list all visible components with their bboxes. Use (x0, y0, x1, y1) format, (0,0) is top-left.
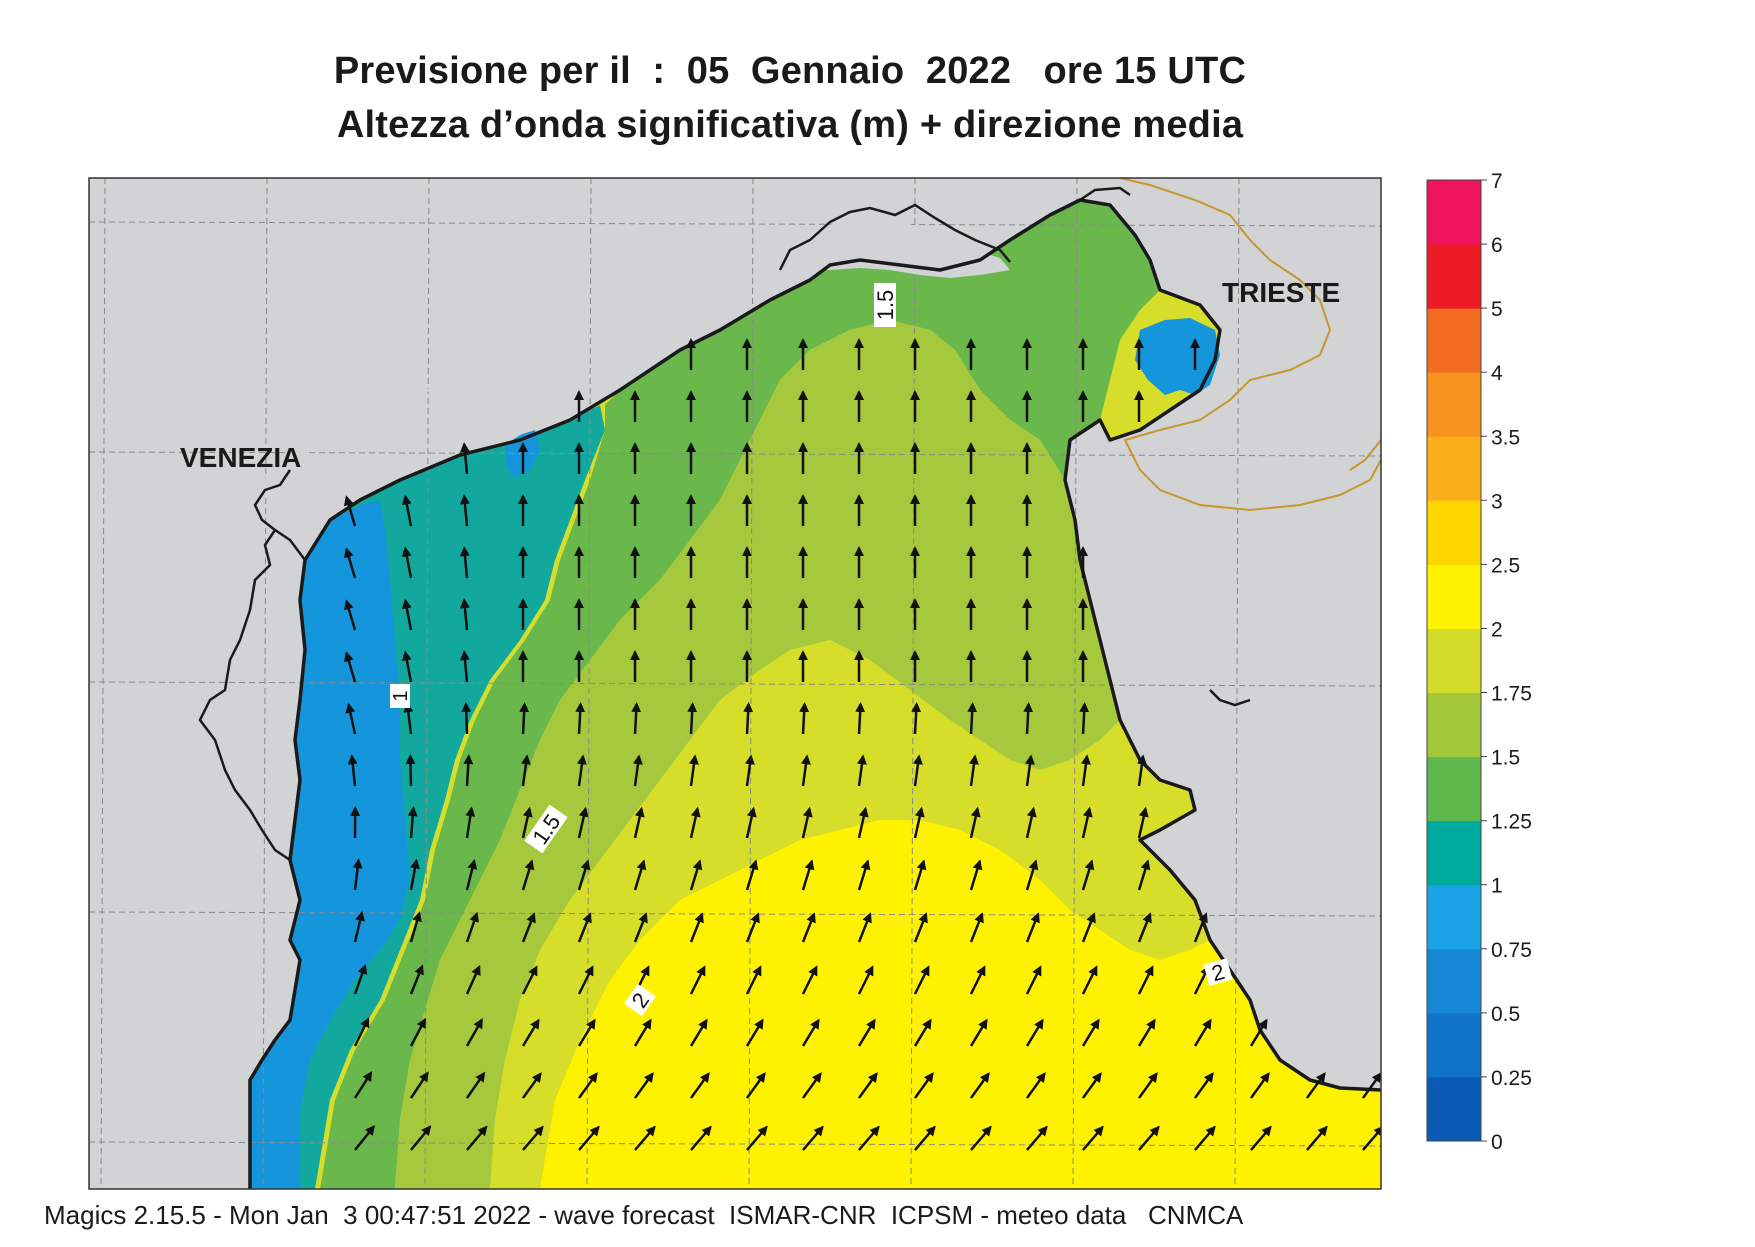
colorbar-tick-label: 3 (1491, 490, 1503, 513)
colorbar-tick-label: 5 (1491, 298, 1503, 321)
colorbar-tick-label: 2 (1491, 619, 1503, 642)
wave-direction-arrow (803, 704, 805, 734)
colorbar-tick-label: 6 (1491, 234, 1503, 257)
colorbar-swatch (1427, 1013, 1481, 1078)
colorbar-tick-label: 1 (1491, 875, 1503, 898)
colorbar-tick-label: 0.25 (1491, 1067, 1532, 1090)
colorbar-swatch (1427, 821, 1481, 886)
colorbar-tick-label: 1.75 (1491, 683, 1532, 706)
place-trieste: TRIESTE (1222, 277, 1340, 308)
colorbar-swatch (1427, 629, 1481, 694)
contour-label-1-5-north: 1.5 (873, 290, 898, 321)
colorbar-swatch (1427, 885, 1481, 950)
colorbar-swatch (1427, 180, 1481, 245)
colorbar-tick-label: 2.5 (1491, 554, 1520, 577)
wave-direction-arrow (859, 704, 861, 734)
colorbar-swatch (1427, 500, 1481, 565)
colorbar-tick-label: 0 (1491, 1131, 1503, 1154)
colorbar-tick-label: 0.75 (1491, 939, 1532, 962)
colorbar-legend: 0 0.25 0.5 0.75 1 1.25 1.5 1.75 2 2.5 3 3.5 4 5 6 7 (1427, 170, 1532, 1154)
colorbar-swatch (1427, 308, 1481, 373)
colorbar-swatch (1427, 244, 1481, 309)
wave-direction-arrow (747, 704, 749, 734)
colorbar-swatch (1427, 693, 1481, 758)
wave-direction-arrow (523, 704, 525, 734)
wave-direction-arrow (1083, 704, 1085, 734)
colorbar-tick-label: 3.5 (1491, 426, 1520, 449)
wave-direction-arrow (915, 704, 917, 734)
contour-label-1: 1 (390, 690, 412, 701)
colorbar-tick-label: 1.25 (1491, 811, 1532, 834)
colorbar-swatch (1427, 564, 1481, 629)
wave-direction-arrow (579, 704, 581, 734)
wave-direction-arrow (691, 704, 693, 734)
colorbar-tick-label: 7 (1491, 170, 1503, 193)
colorbar-tick-label: 1.5 (1491, 747, 1520, 770)
wave-direction-arrow (410, 756, 411, 786)
footer-credits: Magics 2.15.5 - Mon Jan 3 00:47:51 2022 … (44, 1200, 1243, 1231)
colorbar-swatch (1427, 1077, 1481, 1142)
colorbar-swatch (1427, 757, 1481, 822)
wave-direction-arrow (1027, 704, 1029, 734)
place-venezia: VENEZIA (180, 442, 301, 473)
colorbar-tick-label: 4 (1491, 362, 1503, 385)
colorbar-swatch (1427, 949, 1481, 1014)
wave-direction-arrow (466, 704, 467, 734)
wave-direction-arrow (971, 704, 973, 734)
colorbar-tick-label: 0.5 (1491, 1003, 1520, 1026)
colorbar-swatch (1427, 436, 1481, 501)
colorbar-swatch (1427, 372, 1481, 437)
wave-direction-arrow (635, 704, 637, 734)
